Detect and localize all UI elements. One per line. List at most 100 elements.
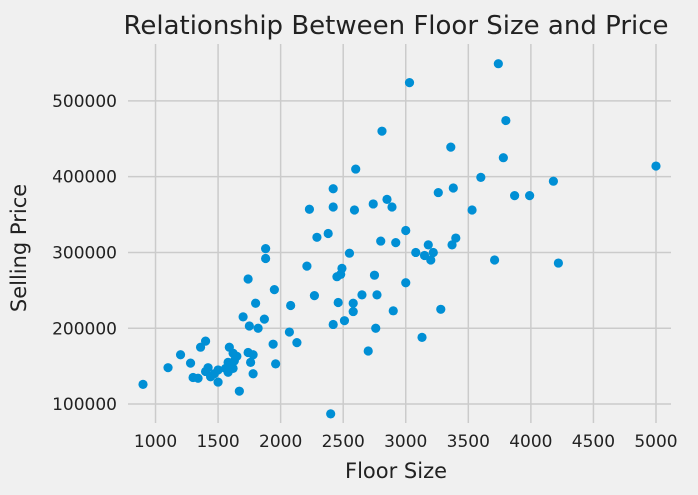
data-point	[363, 346, 373, 356]
data-point	[428, 247, 438, 258]
data-point	[337, 263, 347, 273]
data-point	[238, 312, 248, 322]
chart-title: Relationship Between Floor Size and Pric…	[123, 11, 668, 41]
data-point	[391, 237, 401, 248]
y-axis-label: Selling Price	[7, 184, 31, 312]
data-point	[493, 59, 503, 69]
x-tick-label: 1500	[196, 432, 239, 452]
data-point	[243, 274, 253, 284]
data-point	[489, 255, 500, 265]
data-point	[339, 316, 350, 326]
data-point	[401, 278, 411, 288]
data-point	[312, 232, 322, 242]
data-point	[234, 386, 244, 396]
data-point	[651, 161, 661, 171]
data-point	[232, 351, 242, 361]
data-point	[423, 240, 433, 250]
tick-labels: 1000 1500 2000 2500 3000 3500 4000 4500 5000 1000…	[52, 92, 678, 452]
data-point	[501, 115, 511, 126]
data-point	[185, 358, 196, 368]
data-point	[348, 298, 358, 308]
data-point	[246, 357, 256, 367]
data-point	[195, 342, 206, 352]
data-point	[411, 247, 421, 258]
data-points	[138, 59, 661, 419]
y-tick-label: 200000	[52, 319, 117, 339]
data-point	[163, 363, 173, 373]
data-point	[349, 205, 360, 215]
data-point	[369, 270, 380, 280]
data-point	[138, 379, 148, 389]
y-tick-label: 100000	[52, 395, 117, 415]
data-point	[401, 225, 411, 236]
x-axis-label: Floor Size	[345, 459, 447, 483]
x-tick-label: 4500	[572, 432, 615, 452]
x-tick-label: 1000	[134, 432, 177, 452]
data-point	[304, 204, 315, 214]
grid-lines	[128, 44, 671, 423]
data-point	[271, 359, 281, 369]
data-point	[498, 153, 508, 163]
data-point	[351, 164, 361, 174]
data-point	[377, 126, 387, 136]
data-point	[426, 255, 436, 265]
data-point	[436, 304, 446, 314]
data-point	[284, 327, 294, 337]
data-point	[251, 298, 261, 308]
data-point	[261, 244, 271, 254]
data-point	[248, 369, 258, 379]
data-point	[433, 187, 443, 198]
data-point	[382, 194, 392, 204]
data-point	[228, 363, 238, 374]
data-point	[193, 373, 203, 383]
data-point	[404, 78, 415, 88]
data-point	[200, 336, 211, 346]
data-point	[248, 350, 258, 360]
x-tick-label: 5000	[634, 432, 677, 452]
x-tick-label: 4000	[509, 432, 552, 452]
y-tick-label: 400000	[52, 168, 117, 188]
data-point	[368, 199, 378, 209]
data-point	[268, 339, 278, 349]
data-point	[372, 290, 382, 300]
data-point	[447, 240, 457, 250]
data-point	[213, 377, 223, 387]
data-point	[451, 233, 461, 243]
data-point	[357, 290, 367, 300]
data-point	[328, 319, 338, 330]
y-tick-label: 500000	[52, 92, 117, 112]
data-point	[510, 191, 520, 201]
x-tick-label: 2000	[259, 432, 302, 452]
data-point	[286, 300, 296, 311]
data-point	[388, 306, 398, 316]
data-point	[417, 332, 427, 342]
data-point	[548, 176, 558, 186]
data-point	[292, 338, 302, 348]
data-point	[323, 228, 333, 239]
data-point	[253, 323, 263, 333]
data-point	[387, 202, 397, 212]
x-tick-label: 2500	[322, 432, 365, 452]
data-point	[476, 172, 486, 183]
data-point	[525, 191, 535, 201]
data-point	[259, 314, 269, 324]
data-point	[309, 291, 320, 301]
data-point	[448, 183, 458, 193]
data-point	[467, 205, 477, 215]
x-tick-label: 3000	[384, 432, 427, 452]
data-point	[344, 248, 355, 258]
data-point	[553, 258, 563, 268]
data-point	[446, 142, 456, 152]
data-point	[371, 323, 381, 333]
data-point	[269, 284, 279, 295]
x-tick-label: 3500	[447, 432, 490, 452]
data-point	[244, 321, 254, 331]
data-point	[261, 253, 271, 264]
data-point	[203, 363, 213, 373]
data-point	[328, 202, 338, 212]
data-point	[348, 306, 358, 317]
data-point	[326, 409, 336, 419]
data-point	[175, 350, 186, 360]
